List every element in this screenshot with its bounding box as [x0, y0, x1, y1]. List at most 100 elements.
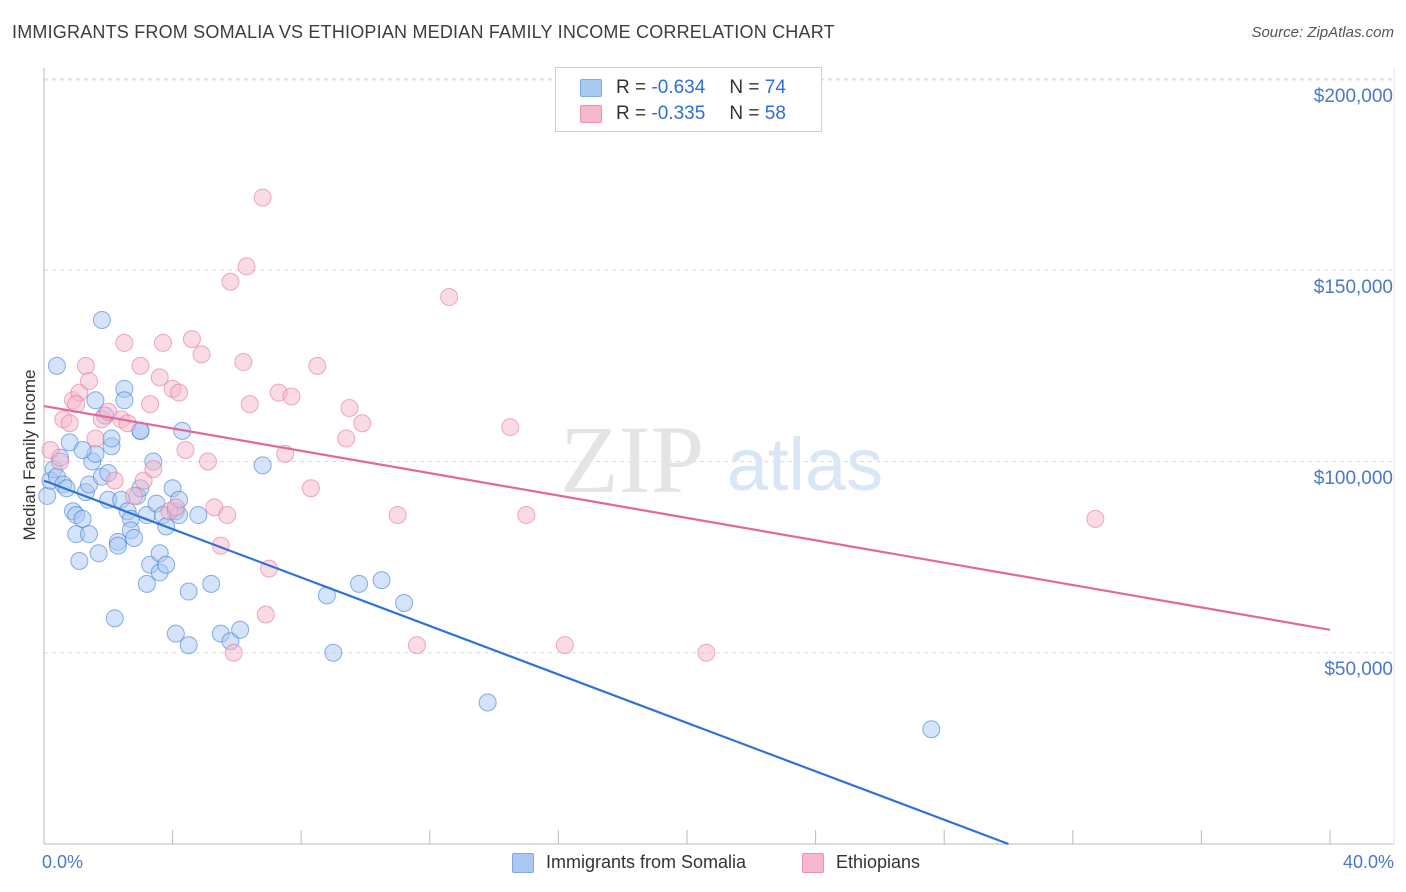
somalia-point	[166, 624, 185, 643]
ethiopian-point	[115, 333, 134, 352]
ethiopian-point	[166, 498, 185, 517]
somalia-point	[372, 571, 391, 590]
ethiopian-point	[86, 429, 105, 448]
ethiopian-point	[76, 356, 95, 375]
ethiopian-point	[697, 643, 716, 662]
legend-n-value: 74	[764, 77, 786, 98]
somalia-point	[73, 509, 92, 528]
ethiopian-point	[41, 441, 60, 460]
y-tick-label: $150,000	[1313, 277, 1393, 298]
legend-r-value: -0.335	[651, 103, 706, 124]
y-axis-label: Median Family Income	[20, 369, 39, 541]
ethiopian-point	[555, 636, 574, 655]
somalia-point	[89, 544, 108, 563]
ethiopian-point	[134, 471, 153, 490]
ethiopian-point	[308, 356, 327, 375]
watermark-zip: ZIP	[560, 406, 704, 513]
somalia-point	[179, 636, 198, 655]
ethiopian-point	[237, 257, 256, 276]
somalia-point	[137, 574, 156, 593]
ethiopian-point	[256, 605, 275, 624]
legend-n-value: 58	[764, 103, 786, 124]
axes	[43, 68, 1395, 845]
somalia-point	[189, 506, 208, 525]
y-tick-label: $100,000	[1313, 468, 1393, 489]
legend-item-ethiopians[interactable]: Ethiopians	[802, 852, 920, 873]
somalia-point	[324, 643, 343, 662]
x-tick-label: 0.0%	[42, 852, 84, 872]
somalia-point	[125, 529, 144, 547]
ethiopian-point	[198, 452, 217, 471]
ethiopian-point	[125, 486, 144, 505]
ethiopian-point	[60, 414, 79, 433]
somalia-point	[92, 310, 111, 329]
somalia-point	[157, 555, 176, 574]
ethiopian-point	[1086, 509, 1105, 528]
ethiopian-point	[192, 345, 211, 364]
ethiopian-point	[337, 429, 356, 448]
watermark: ZIP atlas	[560, 406, 883, 513]
somalia-point	[922, 720, 941, 739]
legend-swatch-ethiopians	[580, 105, 602, 123]
y-tick-label: $50,000	[1324, 659, 1393, 680]
somalia-point	[179, 582, 198, 601]
somalia-point	[86, 391, 105, 410]
legend-r-label: R =	[616, 103, 647, 124]
correlation-legend: R = -0.634 N = 74 R = -0.335 N = 58	[555, 67, 822, 132]
legend-swatch-somalia	[512, 852, 534, 873]
ethiopian-point	[340, 398, 359, 417]
legend-row-ethiopians: R = -0.335 N = 58	[580, 103, 786, 125]
ethiopian-point	[234, 353, 253, 372]
ethiopian-point	[170, 383, 189, 402]
ethiopian-point	[301, 479, 320, 498]
legend-swatch-ethiopians	[802, 852, 824, 873]
ethiopian-point	[224, 643, 243, 662]
ethiopian-point	[218, 506, 237, 525]
ethiopian-point	[131, 356, 150, 375]
ethiopian-point	[407, 636, 426, 655]
legend-label-somalia: Immigrants from Somalia	[546, 852, 747, 872]
ethiopian-point	[105, 471, 124, 490]
legend-swatch-somalia	[580, 79, 602, 97]
somalia-point	[108, 536, 127, 555]
ethiopian-point	[51, 452, 70, 471]
legend-n-label: N =	[729, 103, 760, 124]
ethiopian-point	[141, 395, 160, 414]
somalia-point	[115, 391, 134, 410]
ethiopian-point	[440, 288, 459, 307]
watermark-atlas: atlas	[727, 423, 883, 506]
ethiopian-point	[150, 368, 169, 387]
chart-title: IMMIGRANTS FROM SOMALIA VS ETHIOPIAN MED…	[12, 22, 835, 42]
ethiopian-point	[282, 387, 301, 406]
x-tick-label: 40.0%	[1342, 852, 1394, 872]
y-tick-label: $200,000	[1313, 86, 1393, 107]
somalia-point	[478, 693, 497, 712]
somalia-point	[47, 356, 66, 375]
legend-r-label: R =	[616, 77, 647, 98]
somalia-point	[38, 486, 57, 505]
somalia-trend-line	[43, 479, 1009, 846]
legend-r-value: -0.634	[651, 77, 706, 98]
ethiopian-point	[153, 333, 172, 352]
ethiopian-point	[221, 272, 240, 291]
somalia-point	[102, 429, 121, 448]
source-label: Source: ZipAtlas.com	[1251, 24, 1394, 41]
somalia-point	[202, 574, 221, 593]
legend-row-somalia: R = -0.634 N = 74	[580, 77, 786, 99]
legend-n-label: N =	[729, 77, 760, 98]
ethiopian-point	[501, 418, 520, 437]
ethiopian-point	[176, 441, 195, 460]
ethiopian-point	[118, 414, 137, 433]
somalia-point	[105, 609, 124, 628]
ethiopian-point	[253, 188, 272, 207]
ethiopian-point	[80, 372, 99, 391]
somalia-point	[350, 574, 369, 593]
ethiopian-point	[144, 460, 163, 479]
somalia-point	[70, 551, 89, 570]
somalia-point	[73, 441, 92, 460]
legend-item-somalia[interactable]: Immigrants from Somalia	[512, 852, 746, 873]
ethiopian-point	[353, 414, 372, 433]
legend-label-ethiopians: Ethiopians	[836, 852, 921, 872]
somalia-point	[231, 620, 250, 639]
